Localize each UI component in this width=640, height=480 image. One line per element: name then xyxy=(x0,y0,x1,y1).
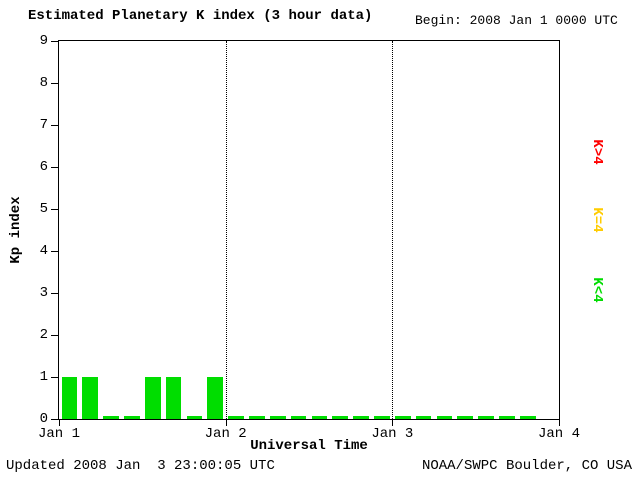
y-tick-label: 0 xyxy=(39,411,48,427)
legend-k-lt-4: K<4 xyxy=(589,277,605,303)
y-tick-label: 8 xyxy=(39,75,48,91)
kp-bar xyxy=(415,416,432,419)
x-tick-label: Jan 1 xyxy=(37,426,80,442)
y-tick-mark xyxy=(51,335,58,336)
kp-bar xyxy=(165,377,182,419)
kp-bar xyxy=(103,416,119,419)
x-tick-label: Jan 4 xyxy=(537,426,580,442)
y-tick-mark xyxy=(51,419,58,420)
y-tick-label: 4 xyxy=(39,243,48,259)
y-tick-mark xyxy=(51,167,58,168)
legend-k-eq-4: K=4 xyxy=(589,207,605,233)
kp-bar xyxy=(269,416,286,419)
y-tick-mark xyxy=(51,125,58,126)
kp-bar xyxy=(353,416,369,419)
kp-bar xyxy=(290,416,307,419)
day-gridline xyxy=(225,41,227,419)
y-tick-label: 9 xyxy=(39,33,48,49)
x-axis-label: Universal Time xyxy=(250,438,368,454)
y-tick-mark xyxy=(51,209,58,210)
y-tick-mark xyxy=(51,83,58,84)
y-tick-label: 3 xyxy=(39,285,48,301)
source-text: NOAA/SWPC Boulder, CO USA xyxy=(421,458,632,474)
kp-bar xyxy=(499,416,515,419)
kp-bar xyxy=(144,377,161,419)
y-tick-label: 1 xyxy=(39,369,48,385)
y-tick-label: 6 xyxy=(39,159,48,175)
x-tick-mark xyxy=(559,420,560,426)
kp-bar xyxy=(436,416,453,419)
kp-bar xyxy=(478,416,494,419)
chart-title: Estimated Planetary K index (3 hour data… xyxy=(28,8,373,24)
legend-k-gt-4: K>4 xyxy=(589,139,605,165)
y-tick-mark xyxy=(51,41,58,42)
updated-text: Updated 2008 Jan 3 23:00:05 UTC xyxy=(6,458,275,474)
x-tick-mark xyxy=(225,420,227,426)
kp-bar xyxy=(82,377,99,419)
kp-bar xyxy=(207,377,224,419)
kp-bar xyxy=(457,416,474,419)
kp-bar xyxy=(249,416,265,419)
y-tick-label: 7 xyxy=(39,117,48,133)
y-tick-label: 2 xyxy=(39,327,48,343)
plot-area xyxy=(58,40,560,420)
kp-bar xyxy=(228,416,244,419)
x-tick-mark xyxy=(59,420,60,426)
kp-bar xyxy=(124,416,140,419)
x-tick-label: Jan 2 xyxy=(204,426,247,442)
kp-bar xyxy=(332,416,349,419)
kp-bar xyxy=(394,416,411,419)
kp-bar xyxy=(186,416,203,419)
y-tick-mark xyxy=(51,377,58,378)
x-tick-label: Jan 3 xyxy=(371,426,414,442)
kp-bar xyxy=(61,377,78,419)
kp-bar xyxy=(519,416,536,419)
y-tick-mark xyxy=(51,293,58,294)
x-tick-mark xyxy=(392,420,394,426)
kp-bar xyxy=(374,416,390,419)
y-tick-mark xyxy=(51,251,58,252)
begin-label: Begin: 2008 Jan 1 0000 UTC xyxy=(415,13,618,28)
kp-bar xyxy=(311,416,328,419)
y-tick-label: 5 xyxy=(39,201,48,217)
day-gridline xyxy=(392,41,394,419)
